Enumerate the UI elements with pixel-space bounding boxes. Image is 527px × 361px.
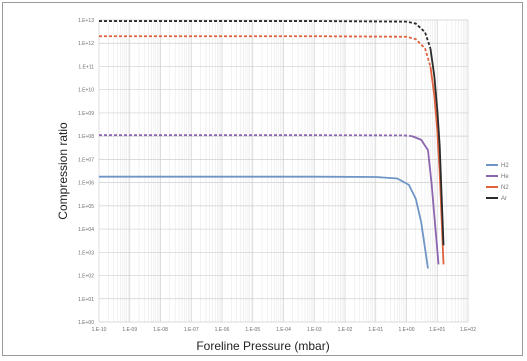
y-tick-label: 1.E+12 — [78, 41, 94, 47]
x-tick-label: 1.E+01 — [429, 327, 445, 333]
y-tick-label: 1.E+00 — [78, 320, 94, 326]
x-axis-title: Foreline Pressure (mbar) — [196, 339, 329, 353]
x-tick-label: 1.E-09 — [122, 327, 137, 333]
y-tick-label: 1.E+10 — [78, 88, 94, 94]
series-line-ar — [429, 48, 445, 246]
x-tick-labels: 1.E-10 1.E-09 1.E-08 1.E-07 1.E-06 1.E-05 1.E-… — [92, 327, 477, 333]
y-tick-label: 1.E+13 — [78, 18, 94, 24]
x-tick-label: 1.E-07 — [184, 327, 199, 333]
series-lines — [99, 20, 445, 269]
x-tick-label: 1.E-02 — [338, 327, 353, 333]
x-tick-label: 1.E-05 — [245, 327, 260, 333]
y-tick-labels: 1.E+00 1.E+01 1.E+02 1.E+03 1.E+04 1.E+05 1.E+… — [78, 18, 94, 326]
x-tick-label: 1.E-04 — [276, 327, 291, 333]
series-line-h2 — [99, 175, 429, 269]
compression-ratio-chart: 1.E-10 1.E-09 1.E-08 1.E-07 1.E-06 1.E-05 1.E-… — [56, 18, 509, 353]
y-tick-label: 1.E+08 — [78, 134, 94, 140]
y-tick-label: 1.E+02 — [78, 274, 94, 280]
chart-frame: 1.E-10 1.E-09 1.E-08 1.E-07 1.E-06 1.E-05 1.E-… — [2, 2, 523, 356]
series-line-he — [411, 135, 440, 265]
y-tick-label: 1.E+07 — [78, 157, 94, 163]
x-tick-label: 1.E-06 — [215, 327, 230, 333]
legend-label-he: He — [501, 174, 509, 180]
x-tick-label: 1.E+02 — [460, 327, 476, 333]
major-gridlines — [98, 19, 469, 323]
legend-label-ar: Ar — [501, 196, 507, 202]
minor-gridlines — [108, 20, 467, 322]
x-tick-label: 1.E-08 — [153, 327, 168, 333]
y-tick-label: 1.E+09 — [78, 111, 94, 117]
x-tick-label: 1.E-01 — [368, 327, 383, 333]
y-axis-title: Compression ratio — [56, 122, 70, 220]
series-line-n2-dashed — [99, 35, 432, 67]
legend-label-n2: N2 — [501, 185, 509, 191]
legend: H2 He N2 Ar — [486, 163, 509, 202]
x-tick-label: 1.E-10 — [92, 327, 107, 333]
x-tick-label: 1.E+00 — [399, 327, 415, 333]
y-tick-label: 1.E+03 — [78, 250, 94, 256]
y-tick-label: 1.E+11 — [78, 64, 94, 70]
legend-label-h2: H2 — [501, 163, 509, 169]
y-tick-label: 1.E+04 — [78, 227, 94, 233]
y-tick-label: 1.E+06 — [78, 181, 94, 187]
y-tick-label: 1.E+05 — [78, 204, 94, 210]
series-line-he-dashed — [99, 134, 412, 138]
x-tick-label: 1.E-03 — [307, 327, 322, 333]
series-line-ar-dashed — [99, 20, 432, 49]
y-tick-label: 1.E+01 — [78, 297, 94, 303]
